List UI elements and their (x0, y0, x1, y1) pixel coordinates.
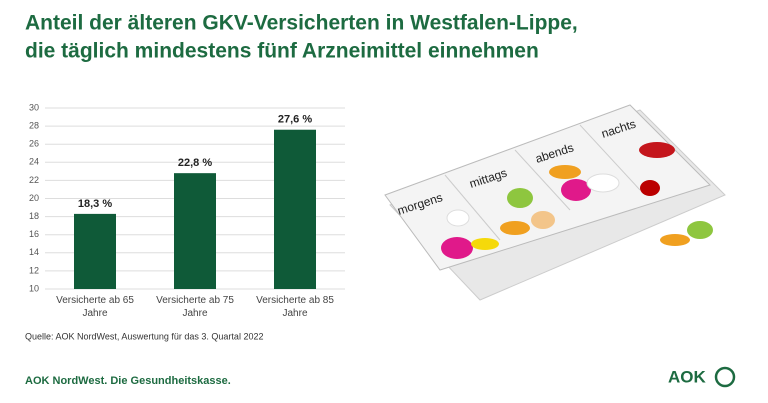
logo: AOK (668, 367, 707, 386)
title-line: Anteil der älteren GKV-Versicherten in W… (25, 12, 578, 35)
pill (471, 238, 499, 250)
pill (640, 180, 660, 196)
pill (586, 173, 620, 193)
x-tick-label: Versicherte ab 85 Jahre (256, 295, 334, 319)
pill (507, 188, 533, 208)
footer-slogan: AOK NordWest. Die Gesundheitskasse. (25, 375, 231, 387)
divider (444, 174, 501, 241)
divider (514, 149, 571, 211)
illustration: morgens mittags abends nachts (384, 104, 726, 301)
pill (660, 234, 690, 246)
x-tick-label: Versicherte ab 65 Jahre (56, 295, 134, 319)
bar (74, 213, 116, 289)
y-tick-label: 14 (29, 247, 39, 257)
pill (561, 179, 591, 201)
pill (639, 142, 675, 158)
bar (174, 173, 216, 289)
y-tick-label: 22 (29, 175, 39, 185)
y-tick-label: 24 (29, 157, 39, 167)
y-tick-label: 10 (29, 283, 39, 293)
title-line: die täglich mindestens fünf Arzneimittel… (25, 40, 539, 63)
tray-upper (384, 104, 711, 271)
pill (446, 209, 470, 227)
value-label: 22,8 % (178, 157, 212, 169)
bar (274, 129, 316, 289)
y-tick-label: 28 (29, 120, 39, 130)
y-tick-label: 30 (29, 102, 39, 112)
value-label: 27,6 % (278, 114, 312, 126)
pill (549, 165, 581, 179)
x-tick-label: Versicherte ab 75 Jahre (156, 295, 234, 319)
y-tick-label: 16 (29, 229, 39, 239)
y-tick-label: 26 (29, 139, 39, 149)
pill (687, 221, 713, 239)
logo-icon (714, 366, 736, 388)
pill (441, 237, 473, 259)
y-tick-label: 12 (29, 265, 39, 275)
divider (579, 124, 641, 191)
pill (531, 211, 555, 229)
pill (500, 221, 530, 235)
value-label: 18,3 % (78, 198, 112, 210)
y-tick-label: 18 (29, 211, 39, 221)
source: Quelle: AOK NordWest, Auswertung für das… (25, 331, 263, 341)
y-tick-label: 20 (29, 193, 39, 203)
